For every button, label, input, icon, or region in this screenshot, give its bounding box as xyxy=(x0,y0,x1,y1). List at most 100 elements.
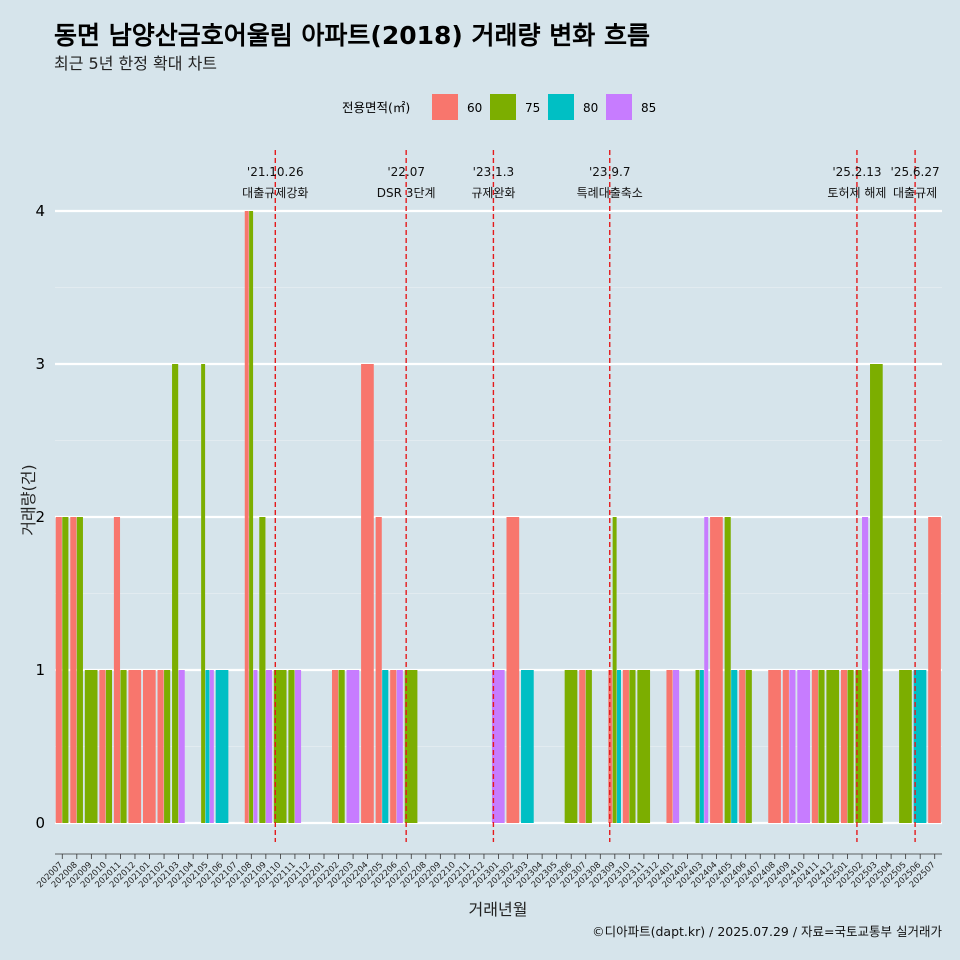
bar-202008-60 xyxy=(70,517,77,823)
event-label-202207: DSR 3단계 xyxy=(377,186,436,200)
event-lines xyxy=(274,150,916,842)
bar-202309-80 xyxy=(617,670,621,823)
bar-202506-80 xyxy=(913,670,927,823)
legend-swatch-85 xyxy=(606,94,632,120)
bar-202105-85 xyxy=(209,670,214,823)
bar-202105-75 xyxy=(201,364,206,823)
event-date-202110: '21.10.26 xyxy=(247,165,304,179)
bar-202207-75 xyxy=(404,670,418,823)
legend-swatch-60 xyxy=(432,94,458,120)
bar-202401-60 xyxy=(666,670,673,823)
bar-202206-85 xyxy=(396,670,403,823)
chart-subtitle: 최근 5년 한정 확대 차트 xyxy=(54,54,217,73)
bar-202404-60 xyxy=(710,517,723,823)
bar-202102-60 xyxy=(157,670,164,823)
legend-swatch-75 xyxy=(490,94,516,120)
bar-202205-80 xyxy=(382,670,389,823)
bar-202007-60 xyxy=(55,517,62,823)
bar-202106-80 xyxy=(215,670,229,823)
bar-202303-80 xyxy=(521,670,534,823)
bar-202307-75 xyxy=(585,670,592,823)
bar-202406-75 xyxy=(745,670,752,823)
bar-202306-75 xyxy=(564,670,578,823)
bar-202505-75 xyxy=(899,670,912,823)
bar-202206-60 xyxy=(390,670,397,823)
legend-label-60: 60 xyxy=(467,101,482,115)
y-tick-label: 0 xyxy=(35,814,45,832)
bar-202102-75 xyxy=(164,670,171,823)
legend-label-80: 80 xyxy=(583,101,598,115)
y-axis-title: 거래량(건) xyxy=(19,464,38,535)
bars xyxy=(55,211,941,823)
bar-202502-75 xyxy=(855,670,862,823)
bar-202205-60 xyxy=(375,517,382,823)
bar-202010-60 xyxy=(99,670,106,823)
event-label-202502: 토허제 해제 xyxy=(827,186,886,200)
event-date-202506: '25.6.27 xyxy=(891,165,940,179)
event-date-202309: '23.9.7 xyxy=(589,165,630,179)
bar-202010-75 xyxy=(105,670,113,823)
bar-202108-85 xyxy=(253,670,258,823)
event-label-202506: 대출규제 xyxy=(893,186,937,200)
bar-202103-85 xyxy=(178,670,185,823)
bar-202409-85 xyxy=(789,670,796,823)
bar-202507-60 xyxy=(928,517,941,823)
bar-202007-75 xyxy=(62,517,69,823)
bar-202111-75 xyxy=(288,670,295,823)
legend-swatch-80 xyxy=(548,94,574,120)
bar-202111-85 xyxy=(294,670,302,823)
bar-202302-60 xyxy=(506,517,520,823)
bar-202109-85 xyxy=(265,670,272,823)
bar-202103-75 xyxy=(172,364,179,823)
legend: 전용면적(㎡) 60 75 80 85 xyxy=(342,94,656,120)
event-label-202301: 규제완화 xyxy=(471,186,515,200)
bar-202409-60 xyxy=(782,670,789,823)
bar-202406-60 xyxy=(739,670,746,823)
bar-202311-75 xyxy=(637,670,651,823)
bar-202009-75 xyxy=(84,670,98,823)
legend-title: 전용면적(㎡) xyxy=(342,100,410,115)
bar-202011-75 xyxy=(120,670,127,823)
event-date-202502: '25.2.13 xyxy=(832,165,881,179)
bar-202503-75 xyxy=(870,364,883,823)
event-annotations: '21.10.26 대출규제강화 '22.07 DSR 3단계 '23.1.3 규제완화 '… xyxy=(242,165,939,200)
bar-202109-75 xyxy=(259,517,266,823)
y-axis: 0 1 2 3 4 xyxy=(35,202,45,832)
bar-202501-60 xyxy=(840,670,848,823)
bar-202202-75 xyxy=(338,670,345,823)
bar-202401-85 xyxy=(672,670,680,823)
bar-202403-85 xyxy=(704,517,709,823)
bar-202309-75 xyxy=(612,517,617,823)
bar-202501-75 xyxy=(847,670,854,823)
event-date-202207: '22.07 xyxy=(387,165,425,179)
bar-202307-60 xyxy=(579,670,586,823)
chart-title: 동면 남양산금호어울림 아파트(2018) 거래량 변화 흐름 xyxy=(54,21,650,50)
bar-202502-85 xyxy=(862,517,869,823)
y-tick-label: 2 xyxy=(35,508,45,526)
bar-202405-80 xyxy=(731,670,738,823)
bar-202011-60 xyxy=(113,517,121,823)
legend-label-85: 85 xyxy=(641,101,656,115)
bar-202101-60 xyxy=(142,670,156,823)
y-tick-label: 1 xyxy=(35,661,45,679)
event-label-202110: 대출규제강화 xyxy=(242,186,308,200)
legend-label-75: 75 xyxy=(525,101,540,115)
bar-202110-75 xyxy=(273,670,287,823)
event-label-202309: 특례대출축소 xyxy=(577,186,643,200)
bar-202108-60 xyxy=(244,211,249,823)
bar-202203-85 xyxy=(346,670,360,823)
bar-202301-85 xyxy=(491,670,505,823)
bar-202403-80 xyxy=(699,670,704,823)
bar-202008-75 xyxy=(76,517,83,823)
bar-202410-85 xyxy=(797,670,811,823)
bar-202412-75 xyxy=(826,670,840,823)
y-tick-label: 4 xyxy=(35,202,45,220)
bar-202310-75 xyxy=(629,670,636,823)
bar-202408-60 xyxy=(768,670,781,823)
caption: ©디아파트(dapt.kr) / 2025.07.29 / 자료=국토교통부 실… xyxy=(592,924,942,939)
bar-202105-80 xyxy=(205,670,210,823)
event-date-202301: '23.1.3 xyxy=(473,165,514,179)
x-axis: 2020072020082020092020102020112020122021… xyxy=(35,853,942,890)
bar-202012-60 xyxy=(128,670,142,823)
